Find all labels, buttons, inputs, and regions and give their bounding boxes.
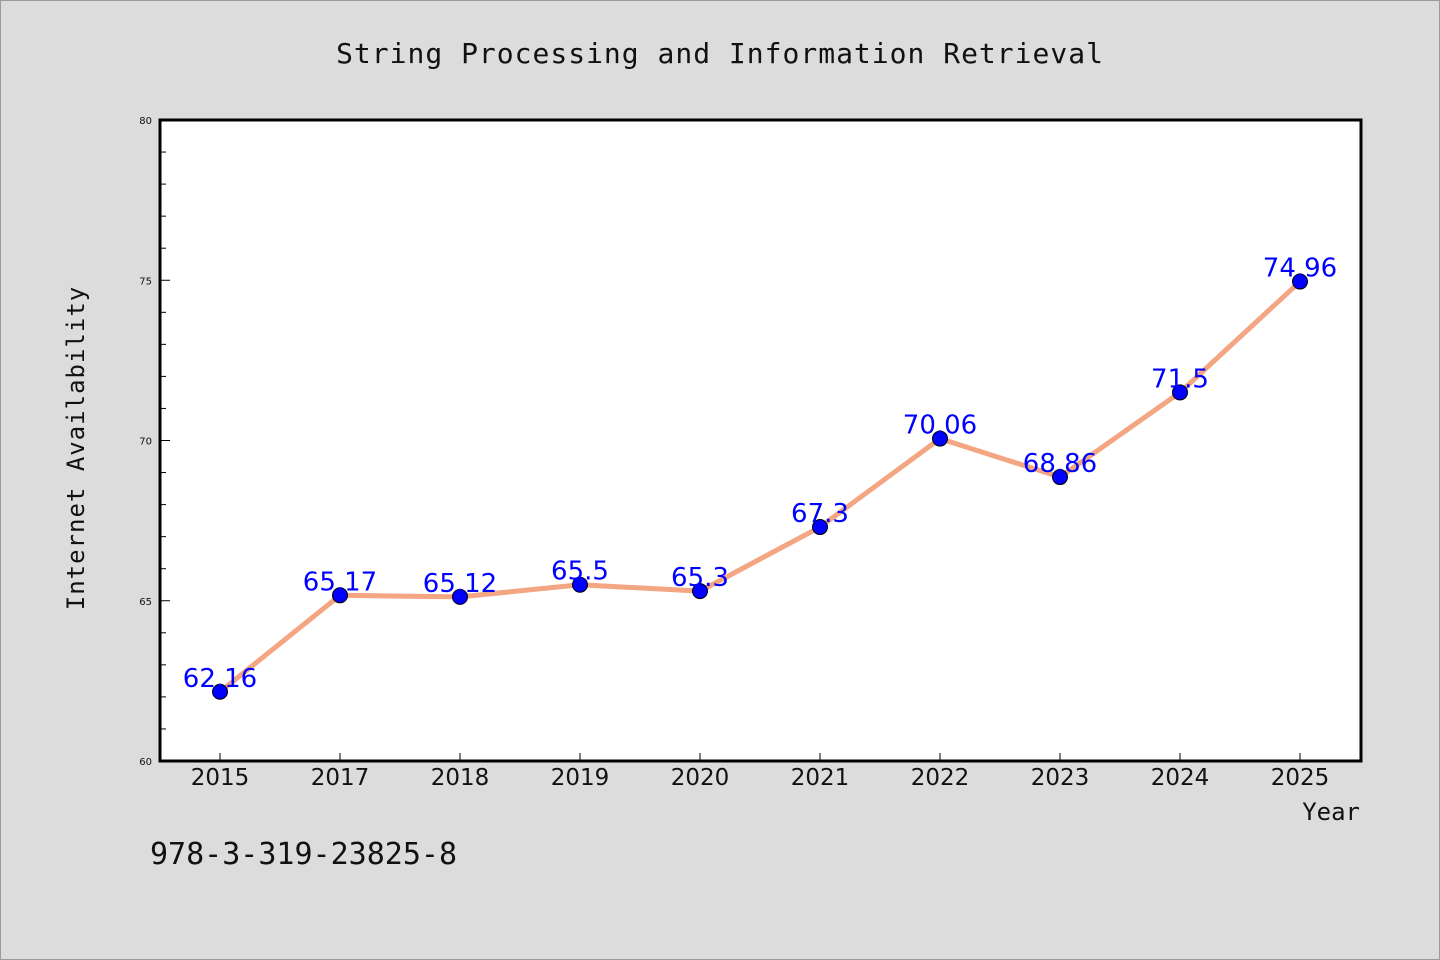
data-point [332, 587, 348, 604]
data-point [812, 519, 828, 536]
x-tick-label: 2018 [431, 765, 490, 791]
x-tick-label: 2020 [671, 765, 730, 791]
data-point [572, 576, 588, 593]
y-tick-label: 65 [139, 597, 152, 608]
data-point [212, 683, 228, 700]
data-point [932, 430, 948, 447]
chart-title: String Processing and Information Retrie… [336, 37, 1104, 70]
data-point [692, 583, 708, 600]
data-label: 70.06 [903, 411, 977, 441]
x-axis-label: Year [1302, 798, 1360, 826]
x-tick-label: 2022 [911, 765, 970, 791]
y-tick-label: 75 [139, 276, 152, 287]
x-tick-label: 2021 [791, 765, 850, 791]
x-tick-label: 2019 [551, 765, 610, 791]
data-label: 65.3 [671, 563, 729, 593]
data-label: 65.5 [551, 557, 609, 587]
data-label: 74.96 [1263, 254, 1337, 284]
x-tick-label: 2023 [1031, 765, 1090, 791]
data-point [1292, 273, 1308, 290]
x-axis: 2015 2017 2018 2019 2020 2021 2022 2023 2024 2025 [191, 753, 1330, 791]
x-tick-label: 2024 [1151, 765, 1210, 791]
series-line [217, 279, 1303, 695]
data-point [1052, 469, 1068, 486]
y-axis-label: Internet Availability [62, 286, 90, 610]
data-label: 62.16 [183, 664, 257, 694]
x-tick-label: 2015 [191, 765, 250, 791]
data-label: 65.17 [303, 567, 377, 597]
data-point [452, 588, 468, 605]
x-tick-label: 2025 [1271, 765, 1330, 791]
x-tick-label: 2017 [311, 765, 370, 791]
data-label: 68.86 [1023, 449, 1097, 479]
data-label: 65.12 [423, 569, 497, 599]
y-tick-label: 80 [139, 116, 152, 127]
series-layer: 62.16 65.17 65.12 65.5 65.3 67.3 70.06 68.86 71.… [183, 254, 1337, 700]
data-point [1172, 384, 1188, 401]
y-tick-label: 70 [139, 437, 152, 448]
isbn-text: 978-3-319-23825-8 [150, 837, 457, 872]
y-axis: 60 65 70 75 80 [139, 116, 170, 768]
data-label: 71.5 [1151, 364, 1209, 394]
y-tick-label: 60 [139, 757, 152, 768]
plot-area [158, 118, 1363, 763]
data-label: 67.3 [791, 499, 849, 529]
